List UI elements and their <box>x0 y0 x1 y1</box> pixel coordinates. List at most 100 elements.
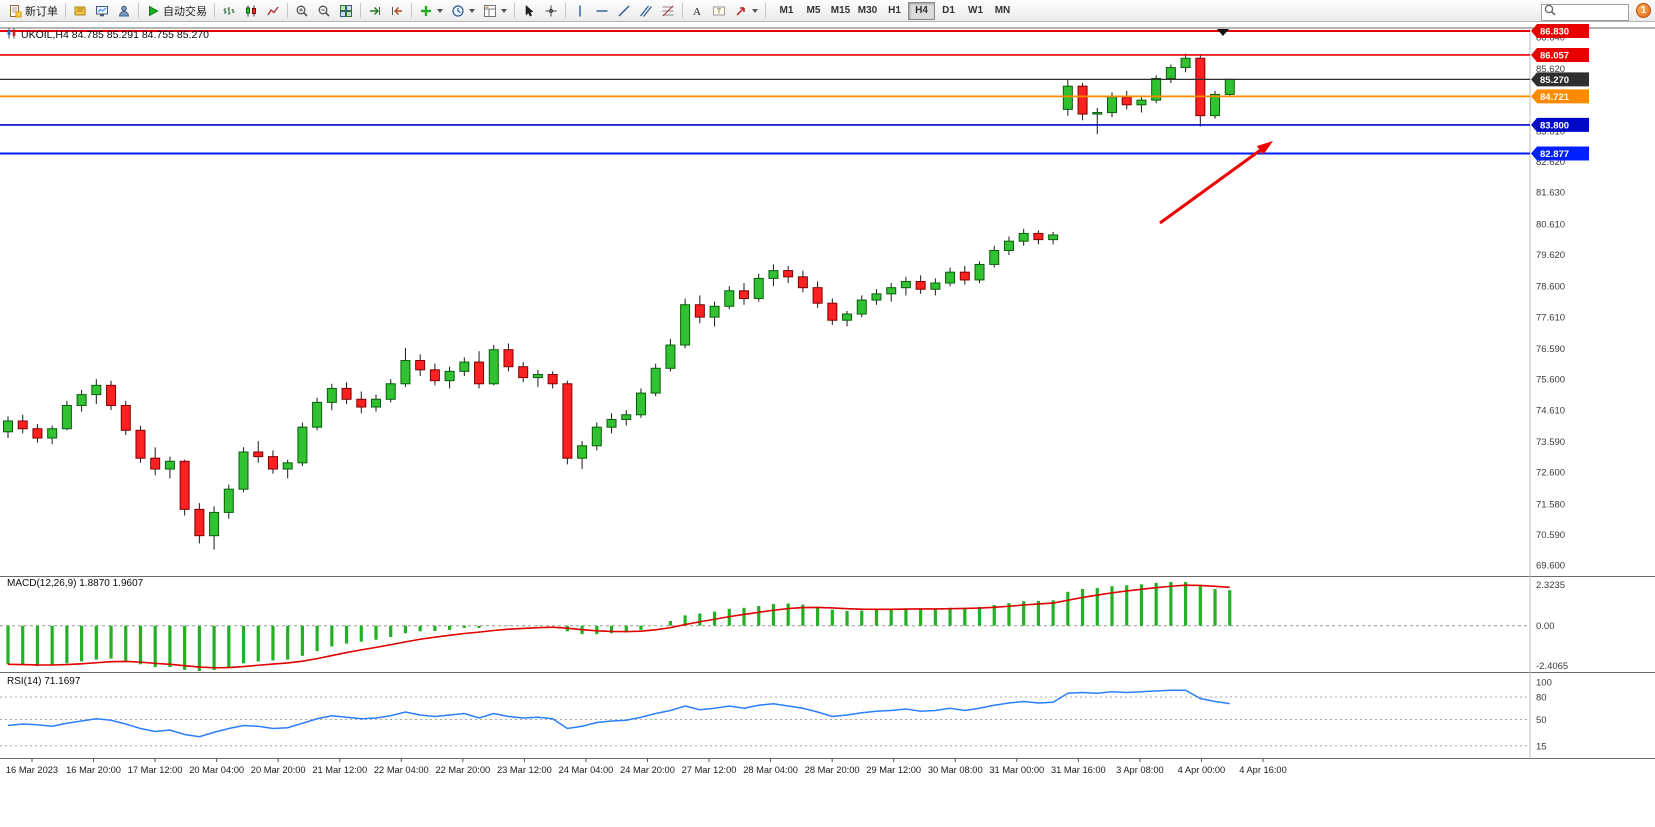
toolbar-separator <box>565 3 566 18</box>
clock-icon <box>451 4 465 18</box>
chart-title-text: UKOIL,H4 84.785 85.291 84.755 85.270 <box>21 29 209 41</box>
tile-windows-button[interactable] <box>335 1 357 21</box>
rsi-panel <box>0 689 1530 747</box>
svg-text:24 Mar 04:00: 24 Mar 04:00 <box>559 765 614 775</box>
cursor-button[interactable] <box>518 1 540 21</box>
timeframe-m5[interactable]: M5 <box>800 2 827 20</box>
fibonacci-button[interactable] <box>657 1 679 21</box>
trendline-button[interactable] <box>613 1 635 21</box>
svg-text:20 Mar 20:00: 20 Mar 20:00 <box>251 765 306 775</box>
price-axis-labels: 86.64085.62084.63083.61082.62081.63080.6… <box>1536 32 1565 571</box>
new-order-button[interactable]: 新订单 <box>4 1 62 21</box>
monitor-icon <box>95 4 109 18</box>
search-input[interactable] <box>1541 4 1629 21</box>
trend-arrow[interactable] <box>1159 141 1273 225</box>
svg-text:80.610: 80.610 <box>1536 219 1565 230</box>
auto-scroll-button[interactable] <box>364 1 386 21</box>
timeframe-group: M1 M5 M15 M30 H1 H4 D1 W1 MN <box>773 1 1016 20</box>
search-box <box>1541 2 1629 21</box>
channel-button[interactable] <box>635 1 657 21</box>
svg-text:29 Mar 12:00: 29 Mar 12:00 <box>866 765 921 775</box>
timeframe-m15[interactable]: M15 <box>827 2 854 20</box>
timeframe-m30[interactable]: M30 <box>854 2 881 20</box>
text-label-button[interactable]: T <box>708 1 730 21</box>
arrows-button[interactable] <box>730 1 762 21</box>
candlestick-chart-button[interactable] <box>240 1 262 21</box>
rsi-axis-labels: 100 80 50 15 <box>1536 678 1552 753</box>
svg-text:T: T <box>717 8 722 15</box>
indicators-button[interactable] <box>415 1 447 21</box>
macd-signal-line <box>7 584 1230 669</box>
chevron-down-icon <box>437 8 443 13</box>
timeframe-w1[interactable]: W1 <box>962 2 989 20</box>
svg-text:4 Apr 16:00: 4 Apr 16:00 <box>1239 765 1287 775</box>
svg-text:3 Apr 08:00: 3 Apr 08:00 <box>1116 765 1164 775</box>
timeframe-m1[interactable]: M1 <box>773 2 800 20</box>
svg-text:85.270: 85.270 <box>1540 75 1569 86</box>
svg-text:73.590: 73.590 <box>1536 437 1565 448</box>
bar-chart-button[interactable] <box>218 1 240 21</box>
zoom-out-button[interactable] <box>313 1 335 21</box>
vertical-line-button[interactable] <box>569 1 591 21</box>
svg-text:86.057: 86.057 <box>1540 50 1569 61</box>
svg-text:82.877: 82.877 <box>1540 149 1569 160</box>
auto-scroll-icon <box>368 4 382 18</box>
toolbar-separator <box>411 3 412 18</box>
templates-button[interactable] <box>479 1 511 21</box>
svg-text:16 Mar 2023: 16 Mar 2023 <box>6 765 58 775</box>
toolbar-separator <box>214 3 215 18</box>
notification-badge[interactable]: 1 <box>1636 3 1651 18</box>
label-icon: T <box>712 4 726 18</box>
zoom-in-button[interactable] <box>291 1 313 21</box>
chart-frame <box>0 27 1655 759</box>
text-icon: A <box>690 4 704 18</box>
toolbar-separator <box>514 3 515 18</box>
svg-text:85.620: 85.620 <box>1536 64 1565 75</box>
timeframe-d1[interactable]: D1 <box>935 2 962 20</box>
svg-text:17 Mar 12:00: 17 Mar 12:00 <box>128 765 183 775</box>
svg-text:0.00: 0.00 <box>1536 621 1555 632</box>
crosshair-button[interactable] <box>540 1 562 21</box>
toolbar-button-groups: 新订单 自动交易 A T <box>4 1 762 21</box>
chart-shift-button[interactable] <box>386 1 408 21</box>
timeframe-h4[interactable]: H4 <box>908 1 935 20</box>
rsi-indicator-label: RSI(14) 71.1697 <box>7 676 81 687</box>
toolbar-separator <box>360 3 361 18</box>
timeframe-mn[interactable]: MN <box>989 2 1016 20</box>
template-icon <box>483 4 497 18</box>
plus-icon <box>419 4 433 18</box>
book-icon <box>73 4 87 18</box>
autotrading-button[interactable]: 自动交易 <box>142 1 211 21</box>
hline-icon <box>595 4 609 18</box>
svg-text:4 Apr 00:00: 4 Apr 00:00 <box>1178 765 1226 775</box>
new-order-icon <box>8 4 22 18</box>
data-window-button[interactable] <box>113 1 135 21</box>
svg-text:20 Mar 04:00: 20 Mar 04:00 <box>189 765 244 775</box>
svg-text:-2.4065: -2.4065 <box>1536 661 1568 672</box>
text-button[interactable]: A <box>686 1 708 21</box>
fibo-icon <box>661 4 675 18</box>
market-watch-button[interactable] <box>91 1 113 21</box>
autotrading-button-label: 自动交易 <box>163 5 207 18</box>
line-chart-button[interactable] <box>262 1 284 21</box>
periods-button[interactable] <box>447 1 479 21</box>
svg-text:24 Mar 20:00: 24 Mar 20:00 <box>620 765 675 775</box>
history-center-button[interactable] <box>69 1 91 21</box>
svg-text:69.600: 69.600 <box>1536 561 1565 572</box>
price-hlines[interactable] <box>0 30 1530 155</box>
chart-title: UKOIL,H4 84.785 85.291 84.755 85.270 <box>6 28 209 42</box>
macd-histogram <box>0 581 1530 671</box>
horizontal-line-button[interactable] <box>591 1 613 21</box>
svg-text:22 Mar 04:00: 22 Mar 04:00 <box>374 765 429 775</box>
svg-text:84.721: 84.721 <box>1540 92 1570 103</box>
zoom-out-icon <box>317 4 331 18</box>
svg-text:23 Mar 12:00: 23 Mar 12:00 <box>497 765 552 775</box>
channel-icon <box>639 4 653 18</box>
svg-text:A: A <box>693 6 701 18</box>
toolbar-separator <box>138 3 139 18</box>
timeframe-h1[interactable]: H1 <box>881 2 908 20</box>
svg-text:15: 15 <box>1536 741 1547 752</box>
svg-text:83.800: 83.800 <box>1540 120 1569 131</box>
toolbar-separator <box>765 3 766 18</box>
svg-text:22 Mar 20:00: 22 Mar 20:00 <box>435 765 490 775</box>
